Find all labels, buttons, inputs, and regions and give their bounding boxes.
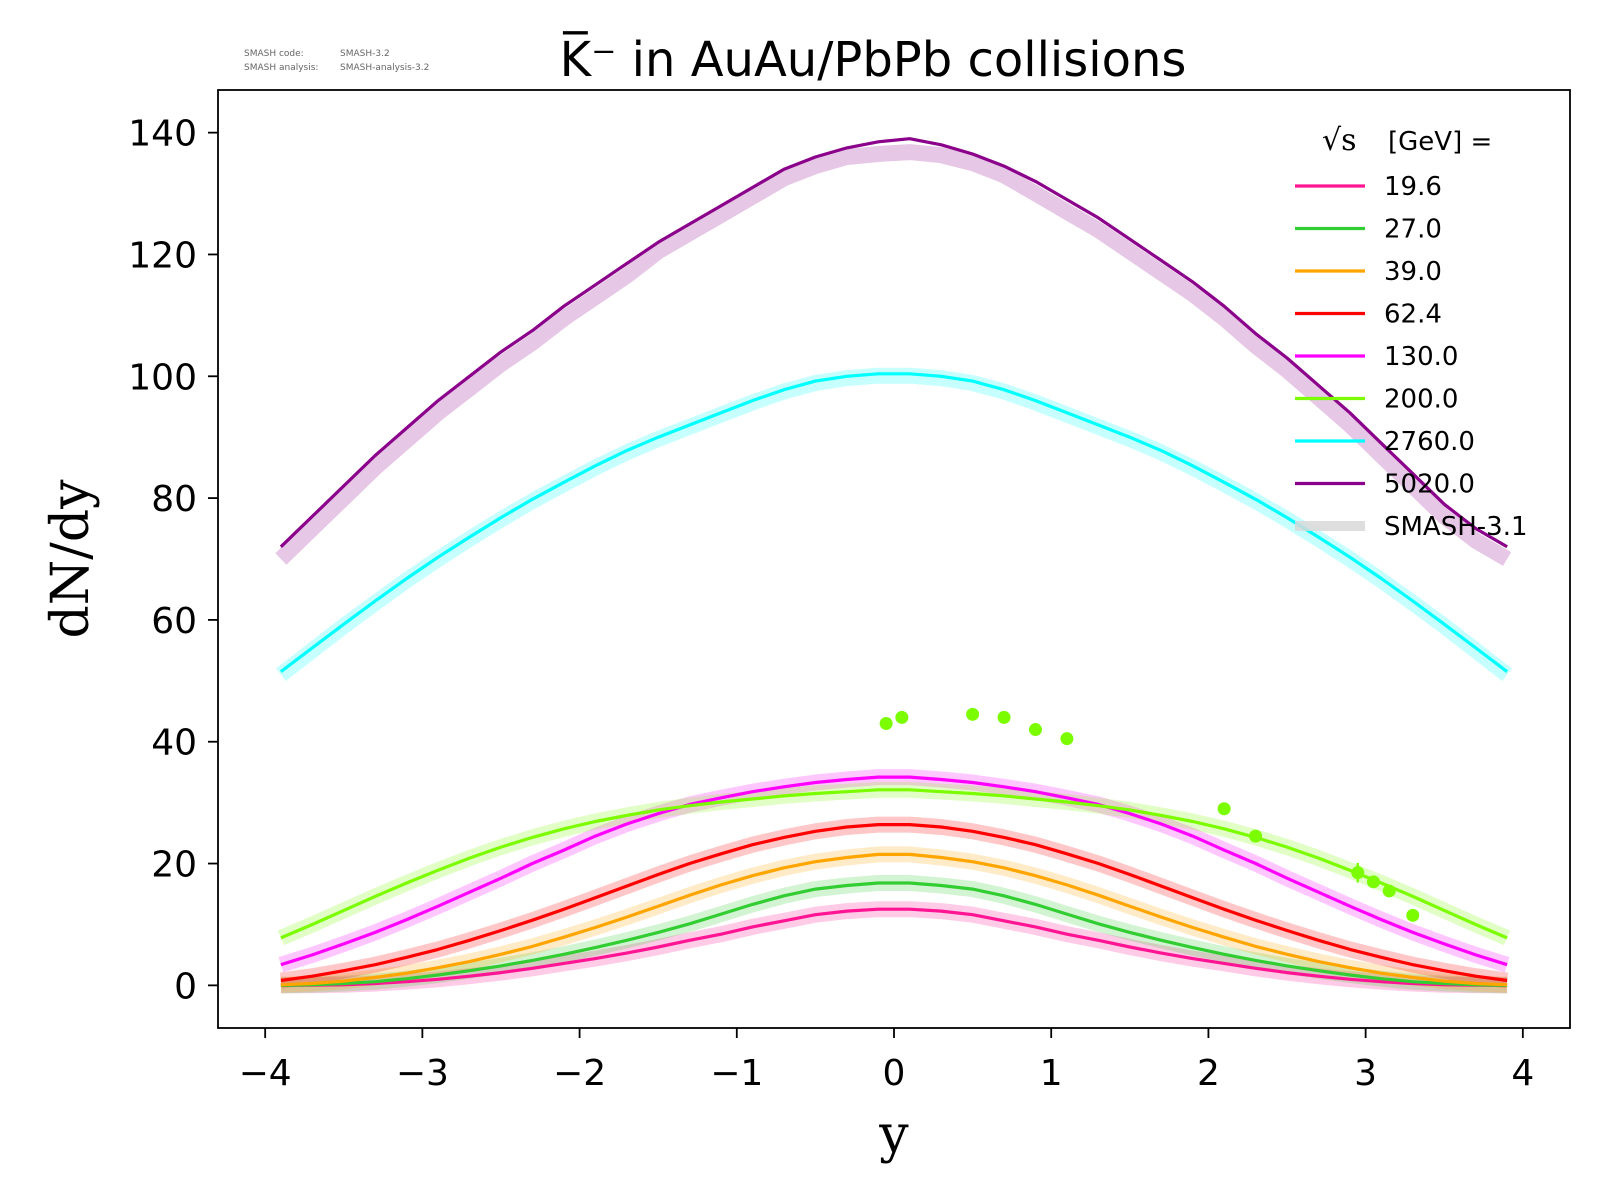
data-point [1060,732,1074,746]
y-axis-label: dN/dy [41,479,101,639]
legend-label: 2760.0 [1384,427,1475,457]
y-tick-label: 20 [151,845,197,886]
data-point [879,716,893,730]
data-point [1366,875,1380,889]
legend-label: 5020.0 [1384,470,1475,500]
y-axis: 0 20 40 60 80 100 120 140 [128,114,218,1007]
data-points [879,707,1420,922]
x-axis-label: y [878,1105,909,1165]
x-tick-label: 0 [883,1053,906,1094]
series-line-200-0 [280,788,1508,940]
legend-items: 19.6 27.0 39.0 62.4 130.0 200.0 2760.0 5020.0 SM… [1295,172,1528,542]
meta-analysis-label: SMASH analysis: [244,63,318,73]
legend-title-symbol: √s [1322,123,1357,158]
meta-code-label: SMASH code: [244,49,304,59]
reference-band-7 [275,144,1512,566]
series-line-5020-0 [279,137,1508,549]
x-tick-label: 2 [1197,1053,1220,1094]
series-line-27-0 [280,881,1508,987]
legend-label: 130.0 [1384,342,1458,372]
series-line-130-0 [280,775,1508,967]
data-point [1028,723,1042,737]
data-point [1406,908,1420,922]
legend-label: 200.0 [1384,385,1458,415]
data-point [997,710,1011,724]
legend-label: 39.0 [1384,257,1442,287]
series-line-62-4 [280,823,1508,983]
x-tick-label: −1 [710,1053,763,1094]
series-line-19-6 [280,907,1508,987]
y-tick-label: 140 [128,114,197,155]
x-tick-label: −3 [396,1053,449,1094]
data-point [1382,884,1396,898]
legend: √s [GeV] = 19.6 27.0 39.0 62.4 130.0 200.0 276… [1295,123,1528,542]
data-point [966,707,980,721]
legend-title-text: [GeV] = [1388,127,1492,157]
series-line-39-0 [280,852,1508,987]
x-tick-label: −4 [239,1053,292,1094]
chart-title: K̅⁻ in AuAu/PbPb collisions [560,30,1187,88]
legend-label: 19.6 [1384,172,1442,202]
y-tick-label: 60 [151,601,197,642]
series-lines [279,137,1509,987]
meta-code-value: SMASH-3.2 [340,49,390,59]
meta-analysis-value: SMASH-analysis-3.2 [340,63,429,73]
data-point [895,710,909,724]
data-point [1217,802,1231,816]
y-tick-label: 100 [128,357,197,398]
legend-title: √s [GeV] = [1322,123,1492,158]
x-tick-label: 1 [1040,1053,1063,1094]
data-point [1249,829,1263,843]
y-tick-label: 40 [151,723,197,764]
x-axis: −4 −3 −2 −1 0 1 2 3 4 [239,1028,1534,1094]
legend-label: 62.4 [1384,300,1442,330]
x-tick-label: −2 [553,1053,606,1094]
y-tick-label: 0 [174,966,197,1007]
meta-text: SMASH code: SMASH-3.2 SMASH analysis: SM… [244,49,429,73]
x-tick-label: 3 [1354,1053,1377,1094]
y-tick-label: 80 [151,479,197,520]
legend-label: SMASH-3.1 [1384,512,1528,542]
data-point [1351,866,1365,880]
legend-label: 27.0 [1384,215,1442,245]
y-tick-label: 120 [128,235,197,276]
x-tick-label: 4 [1511,1053,1534,1094]
